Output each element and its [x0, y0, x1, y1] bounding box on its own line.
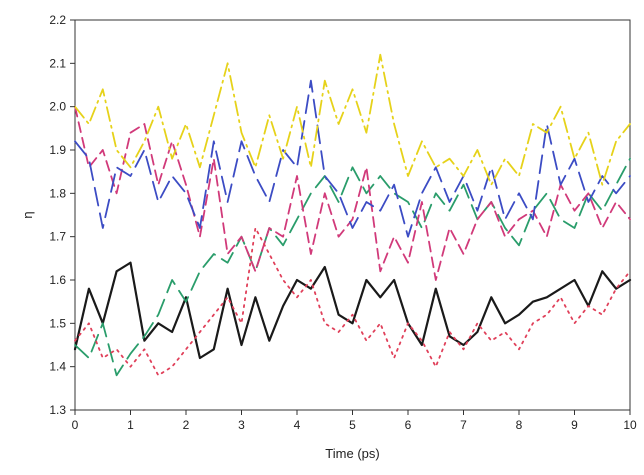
y-tick-label: 1.8 — [49, 186, 66, 200]
x-axis-title: Time (ps) — [325, 446, 379, 461]
y-tick-label: 1.6 — [49, 273, 66, 287]
series-line-2 — [74, 157, 631, 377]
y-axis-ticks: 1.3 1.4 1.5 1.6 1.7 1.8 1.9 2.0 2.1 2.2 — [49, 13, 75, 417]
series-line-5 — [74, 53, 631, 186]
x-axis-ticks: 0 1 2 3 4 5 6 7 8 9 10 — [72, 410, 637, 432]
x-tick-label: 10 — [623, 418, 637, 432]
x-tick-label: 5 — [349, 418, 356, 432]
y-tick-label: 1.5 — [49, 316, 66, 330]
x-tick-label: 1 — [127, 418, 134, 432]
x-tick-label: 6 — [405, 418, 412, 432]
series-line-1 — [73, 261, 632, 360]
x-tick-label: 3 — [238, 418, 245, 432]
series-line-6 — [74, 227, 631, 377]
y-tick-label: 1.3 — [49, 403, 66, 417]
y-tick-label: 2.1 — [49, 56, 66, 70]
series-layer — [73, 53, 632, 377]
series-line-3 — [74, 105, 631, 281]
x-tick-label: 8 — [516, 418, 523, 432]
y-axis-title: η — [20, 211, 35, 218]
plot-frame — [74, 19, 631, 411]
y-tick-label: 1.7 — [49, 230, 66, 244]
y-tick-label: 2.2 — [49, 13, 66, 27]
y-tick-label: 1.4 — [49, 360, 66, 374]
x-tick-label: 0 — [72, 418, 79, 432]
x-tick-label: 4 — [294, 418, 301, 432]
x-tick-label: 7 — [460, 418, 467, 432]
y-tick-label: 1.9 — [49, 143, 66, 157]
y-tick-label: 2.0 — [49, 100, 66, 114]
x-tick-label: 9 — [571, 418, 578, 432]
series-line-4 — [74, 79, 631, 238]
plot-area-border — [74, 19, 631, 411]
x-tick-label: 2 — [183, 418, 190, 432]
